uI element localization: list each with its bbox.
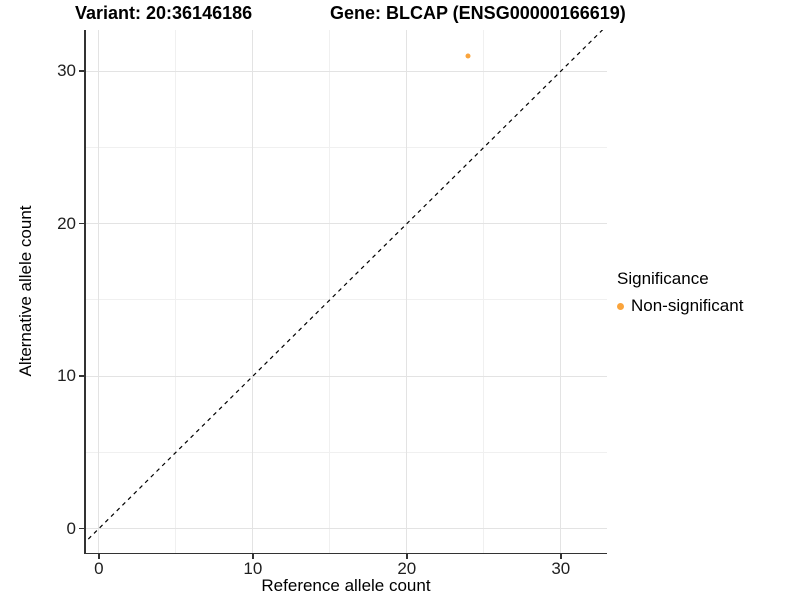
y-axis-tick-label: 20 xyxy=(57,213,76,233)
gridline-major-horizontal xyxy=(85,223,607,225)
legend: Significance Non-significant xyxy=(617,269,743,316)
identity-line xyxy=(85,30,604,544)
x-axis-tick xyxy=(98,554,100,559)
gridline-major-vertical xyxy=(406,30,408,553)
gridline-major-vertical xyxy=(560,30,562,553)
legend-title: Significance xyxy=(617,269,709,288)
y-axis-tick-label: 30 xyxy=(57,61,76,81)
y-axis-tick xyxy=(79,527,84,530)
gridline-major-horizontal xyxy=(85,528,607,530)
gridline-minor-horizontal xyxy=(85,299,607,301)
x-axis-title: Reference allele count xyxy=(261,576,431,595)
x-axis-tick xyxy=(560,554,562,559)
y-axis-line xyxy=(84,30,86,554)
x-axis-tick xyxy=(406,554,408,559)
gridline-major-horizontal xyxy=(85,70,607,72)
plot-title-variant: Variant: 20:36146186 xyxy=(75,3,253,23)
x-axis-tick-label: 30 xyxy=(551,559,571,578)
gridline-major-vertical xyxy=(98,30,100,553)
x-axis-tick xyxy=(252,554,254,559)
y-axis-title: Alternative allele count xyxy=(16,205,35,377)
gridline-minor-vertical xyxy=(175,30,177,553)
x-axis-tick-label: 0 xyxy=(94,559,104,578)
data-point xyxy=(465,53,471,59)
legend-entry-label: Non-significant xyxy=(631,296,744,315)
x-axis-tick-label: 10 xyxy=(243,559,263,578)
plot-panel xyxy=(85,30,607,553)
y-axis-tick xyxy=(79,70,84,72)
gridline-minor-vertical xyxy=(483,30,485,553)
y-axis-tick-label: 10 xyxy=(57,366,76,386)
gridline-minor-vertical xyxy=(329,30,331,553)
legend-point-icon xyxy=(617,302,624,310)
gridline-minor-horizontal xyxy=(85,146,607,148)
gridline-minor-horizontal xyxy=(85,451,607,453)
y-axis-tick xyxy=(79,375,84,377)
y-axis-tick-label: 0 xyxy=(66,518,76,538)
y-axis-tick xyxy=(79,222,84,225)
gridline-major-horizontal xyxy=(85,375,607,377)
gridline-major-vertical xyxy=(252,30,254,553)
x-axis-tick-label: 20 xyxy=(397,559,417,578)
plot-title-gene: Gene: BLCAP (ENSG00000166619) xyxy=(330,3,626,23)
x-axis-line xyxy=(84,552,607,554)
legend-entry-non-significant: Non-significant xyxy=(617,296,743,316)
